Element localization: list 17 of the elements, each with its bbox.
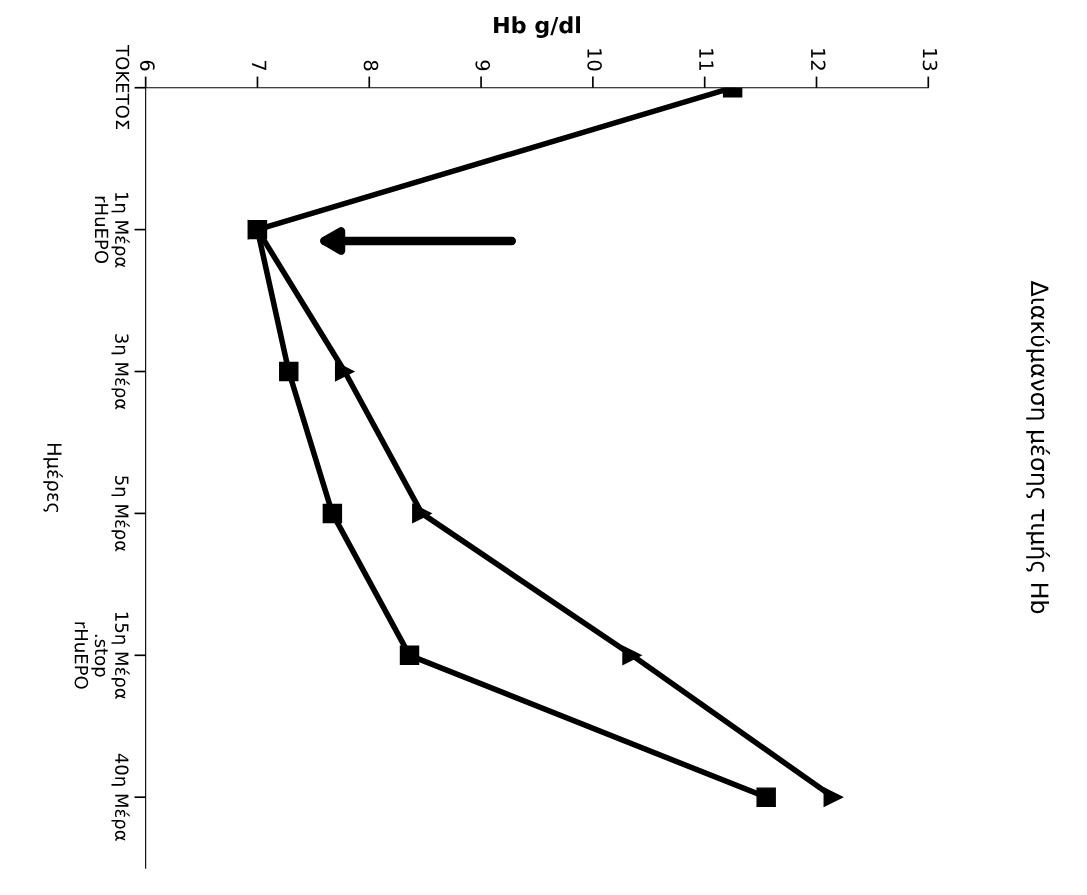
text: Διακύμανση μέσης τιμής Hb — [1026, 280, 1051, 614]
x-axis-title: Hb g/dl — [494, 16, 581, 38]
y-tick-label: 40η Μέρα — [111, 753, 130, 841]
x-tick-label: 7 — [252, 60, 267, 71]
x-tick-label: 10 — [587, 49, 602, 71]
y-tick-label: 15η Μέρα .stop rHuEPO — [74, 612, 130, 699]
x-tick-label: 13 — [922, 49, 938, 71]
x-tick-label: 11 — [699, 49, 714, 70]
y-tick-label: 3η Μέρα — [111, 334, 130, 410]
x-tick-label: 6 — [140, 60, 155, 71]
x-tick-label: 12 — [811, 49, 826, 70]
y-tick-label: 5η Μέρα — [111, 476, 130, 552]
x-tick-label: 9 — [475, 60, 491, 71]
y-tick-label: 1η Μέρα rHuEPO — [94, 192, 130, 268]
y-tick-label: ΤΟΚΕΤΟΣ — [115, 45, 130, 130]
y-axis-title: Ημέρες — [43, 443, 63, 512]
x-tick-label: 8 — [363, 60, 379, 71]
